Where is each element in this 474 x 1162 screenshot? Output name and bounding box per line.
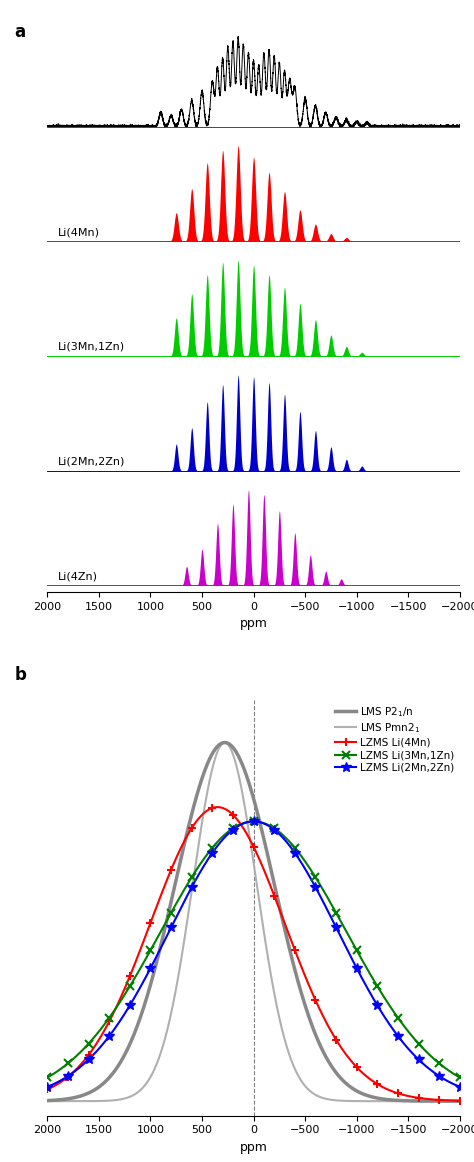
- Text: Li(4Mn): Li(4Mn): [58, 227, 100, 237]
- Text: b: b: [14, 666, 26, 684]
- Text: a: a: [14, 23, 26, 42]
- Legend: LMS P2$_1$/n, LMS Pmn2$_1$, LZMS Li(4Mn), LZMS Li(3Mn,1Zn), LZMS Li(2Mn,2Zn): LMS P2$_1$/n, LMS Pmn2$_1$, LZMS Li(4Mn)…: [335, 704, 455, 773]
- X-axis label: ppm: ppm: [240, 1141, 267, 1154]
- Text: Li(3Mn,1Zn): Li(3Mn,1Zn): [58, 342, 125, 352]
- Text: Li(4Zn): Li(4Zn): [58, 572, 98, 581]
- X-axis label: ppm: ppm: [240, 617, 267, 630]
- Text: Li(2Mn,2Zn): Li(2Mn,2Zn): [58, 457, 125, 466]
